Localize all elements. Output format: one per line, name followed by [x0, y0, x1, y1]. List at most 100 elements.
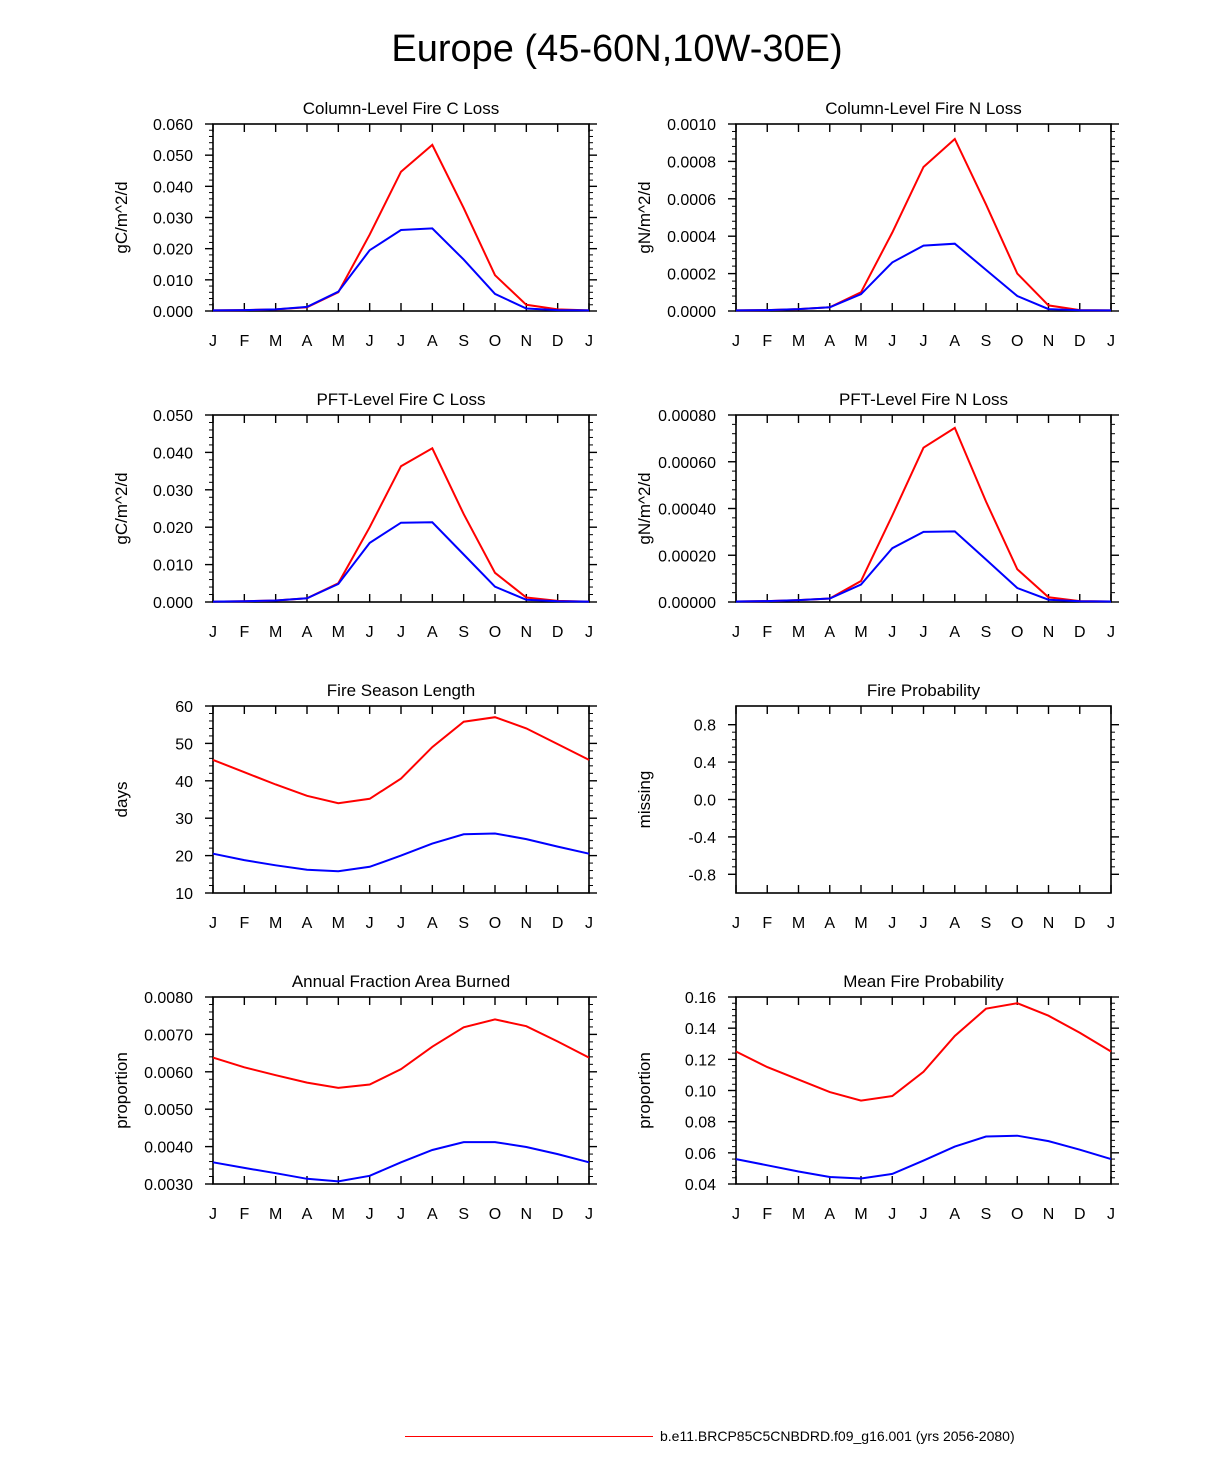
x-tick-label: A: [302, 333, 313, 350]
x-tick-label: O: [489, 1206, 501, 1223]
x-tick-label: D: [552, 333, 564, 350]
figure-title: Europe (45-60N,10W-30E): [391, 28, 843, 70]
x-tick-label: F: [762, 1206, 772, 1223]
y-tick-label: 0.0080: [144, 990, 193, 1007]
x-tick-label: J: [209, 624, 217, 641]
x-tick-label: S: [458, 624, 469, 641]
y-tick-label: 0.030: [153, 483, 193, 500]
y-axis-label: gN/m^2/d: [635, 181, 654, 253]
y-tick-label: 0.00020: [658, 548, 716, 565]
series-line-red: [735, 137, 1112, 312]
plot-frame: [735, 705, 1112, 894]
x-tick-label: M: [332, 1206, 345, 1223]
y-tick-label: 0.0008: [667, 154, 716, 171]
series-line-blue: [212, 1141, 590, 1183]
chart-panel-3: J F M A M J J A S O N D J 0.000 0.010 0.020 0.030 0.040 0.…: [112, 390, 597, 641]
chart-panel-1: J F M A M J J A S O N D J 0.000 0.010 0.020 0.030 0.040 0.…: [112, 99, 597, 350]
chart-panel-7: J F M A M J J A S O N D J 0.0030 0.0040 0.0050 0.0060 0.0…: [112, 972, 597, 1223]
y-tick-label: 0.14: [685, 1021, 716, 1038]
plot-frame: [735, 414, 1112, 603]
x-tick-label: J: [920, 624, 928, 641]
x-tick-label: F: [762, 624, 772, 641]
y-tick-label: 0.0002: [667, 267, 716, 284]
y-tick-label: 0.040: [153, 445, 193, 462]
y-tick-label: 0.04: [685, 1177, 716, 1194]
x-tick-label: A: [949, 915, 960, 932]
x-tick-label: M: [854, 624, 867, 641]
y-tick-label: 0.00040: [658, 502, 716, 519]
x-tick-label: J: [1107, 915, 1115, 932]
x-tick-label: D: [1074, 333, 1086, 350]
x-tick-label: N: [521, 915, 533, 932]
x-tick-label: J: [920, 333, 928, 350]
chart-title: Column-Level Fire N Loss: [825, 99, 1022, 118]
x-tick-label: J: [888, 915, 896, 932]
x-tick-label: J: [1107, 333, 1115, 350]
chart-title: Annual Fraction Area Burned: [292, 972, 510, 991]
x-tick-label: M: [792, 915, 805, 932]
x-tick-label: A: [949, 333, 960, 350]
y-axis-label: missing: [635, 771, 654, 829]
y-tick-label: 0.0070: [144, 1027, 193, 1044]
x-tick-label: A: [949, 624, 960, 641]
x-tick-label: F: [762, 333, 772, 350]
x-tick-label: F: [239, 624, 249, 641]
y-tick-label: 0.050: [153, 148, 193, 165]
x-tick-label: M: [854, 333, 867, 350]
x-tick-label: J: [397, 915, 405, 932]
series-line-red: [735, 426, 1112, 603]
series-line-red: [212, 446, 590, 603]
chart-title: Fire Probability: [867, 681, 981, 700]
y-tick-label: 0.00080: [658, 408, 716, 425]
x-tick-label: J: [888, 333, 896, 350]
x-tick-label: J: [209, 333, 217, 350]
x-tick-label: O: [489, 624, 501, 641]
x-tick-label: A: [302, 624, 313, 641]
chart-title: Column-Level Fire C Loss: [303, 99, 500, 118]
x-tick-label: J: [732, 333, 740, 350]
y-axis-label: proportion: [112, 1052, 131, 1129]
x-tick-label: F: [239, 1206, 249, 1223]
x-tick-label: N: [521, 333, 533, 350]
x-tick-label: J: [888, 1206, 896, 1223]
x-tick-label: O: [1011, 915, 1023, 932]
x-tick-label: N: [521, 624, 533, 641]
x-tick-label: S: [981, 333, 992, 350]
x-tick-label: A: [427, 1206, 438, 1223]
y-tick-label: 40: [175, 774, 193, 791]
x-tick-label: J: [397, 1206, 405, 1223]
x-tick-label: J: [585, 624, 593, 641]
chart-title: PFT-Level Fire N Loss: [839, 390, 1008, 409]
y-tick-label: 0.030: [153, 211, 193, 228]
x-tick-label: D: [1074, 1206, 1086, 1223]
y-tick-label: 0.010: [153, 558, 193, 575]
x-tick-label: M: [332, 333, 345, 350]
x-tick-label: S: [981, 624, 992, 641]
x-tick-label: D: [552, 915, 564, 932]
x-tick-label: M: [854, 1206, 867, 1223]
x-tick-label: M: [269, 915, 282, 932]
y-tick-label: 20: [175, 849, 193, 866]
x-tick-label: M: [269, 624, 282, 641]
y-tick-label: 0.08: [685, 1115, 716, 1132]
y-tick-label: 50: [175, 736, 193, 753]
x-tick-label: S: [458, 333, 469, 350]
y-tick-label: 0.000: [153, 595, 193, 612]
y-tick-label: 0.0060: [144, 1065, 193, 1082]
x-tick-label: J: [366, 624, 374, 641]
x-tick-label: S: [981, 1206, 992, 1223]
x-tick-label: F: [239, 333, 249, 350]
plot-frame: [735, 996, 1112, 1185]
y-tick-label: 60: [175, 699, 193, 716]
x-tick-label: O: [489, 915, 501, 932]
x-tick-label: M: [792, 333, 805, 350]
x-tick-label: A: [427, 333, 438, 350]
series-line-red: [735, 1002, 1112, 1102]
chart-title: PFT-Level Fire C Loss: [316, 390, 485, 409]
x-tick-label: D: [552, 624, 564, 641]
series-line-red: [212, 1018, 590, 1089]
x-tick-label: A: [427, 915, 438, 932]
x-tick-label: M: [792, 624, 805, 641]
x-tick-label: F: [762, 915, 772, 932]
x-tick-label: A: [824, 333, 835, 350]
